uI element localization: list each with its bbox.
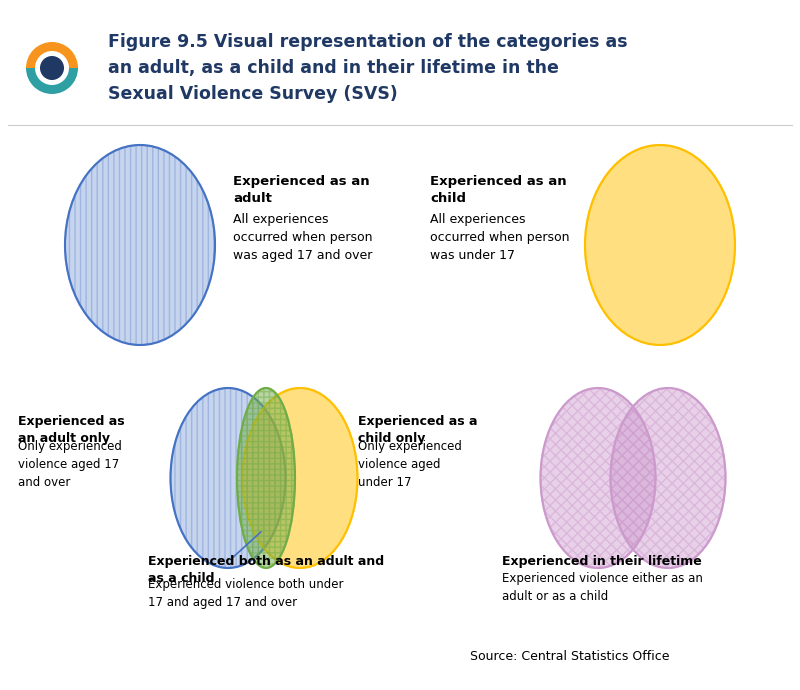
Ellipse shape [541,388,655,568]
Text: Experienced as an
child: Experienced as an child [430,175,566,205]
Text: Only experienced
violence aged
under 17: Only experienced violence aged under 17 [358,440,462,489]
Text: Experienced violence both under
17 and aged 17 and over: Experienced violence both under 17 and a… [148,578,343,609]
Text: All experiences
occurred when person
was under 17: All experiences occurred when person was… [430,213,570,262]
Text: All experiences
occurred when person
was aged 17 and over: All experiences occurred when person was… [233,213,373,262]
Text: Experienced as
an adult only: Experienced as an adult only [18,415,125,445]
Text: Figure 9.5 Visual representation of the categories as
an adult, as a child and i: Figure 9.5 Visual representation of the … [108,33,628,103]
Text: Experienced violence either as an
adult or as a child: Experienced violence either as an adult … [502,572,703,603]
Circle shape [40,56,64,80]
Text: Source: Central Statistics Office: Source: Central Statistics Office [470,650,670,663]
Ellipse shape [242,388,358,568]
Text: Experienced as an
adult: Experienced as an adult [233,175,370,205]
Ellipse shape [237,388,295,568]
Text: Only experienced
violence aged 17
and over: Only experienced violence aged 17 and ov… [18,440,122,489]
Ellipse shape [585,145,735,345]
Ellipse shape [610,388,726,568]
Ellipse shape [170,388,286,568]
Text: Experienced as a
child only: Experienced as a child only [358,415,478,445]
Wedge shape [26,42,78,68]
Ellipse shape [65,145,215,345]
Text: Experienced both as an adult and
as a child: Experienced both as an adult and as a ch… [148,555,384,585]
Text: Experienced in their lifetime: Experienced in their lifetime [502,555,702,568]
Wedge shape [26,68,78,94]
